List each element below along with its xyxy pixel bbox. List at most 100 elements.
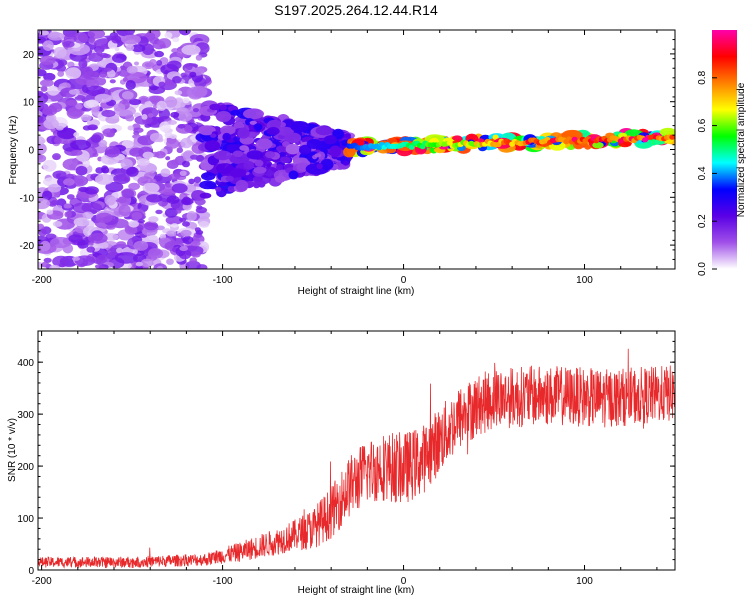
heatmap-blob — [166, 230, 177, 237]
heatmap-blob — [113, 103, 126, 112]
heatmap-blob — [47, 85, 60, 96]
heatmap-blob — [129, 98, 142, 106]
heatmap-blob — [167, 120, 177, 125]
heatmap-blob — [215, 187, 222, 192]
heatmap-blob — [182, 97, 190, 104]
heatmap-blob — [81, 202, 103, 213]
x-tick-label: -100 — [213, 275, 233, 286]
heatmap-blob — [146, 194, 163, 203]
snr-x-label: Height of straight line (km) — [298, 585, 415, 596]
heatmap-blob — [253, 123, 263, 131]
heatmap-blob — [87, 233, 108, 244]
heatmap-blob — [39, 240, 51, 252]
heatmap-blob — [592, 142, 604, 149]
heatmap-blob — [53, 46, 67, 59]
heatmap-blob — [299, 144, 312, 155]
snr-series-line — [38, 348, 675, 569]
heatmap-blob — [148, 235, 158, 241]
y-tick-label: 0 — [28, 146, 34, 157]
heatmap-blob — [49, 264, 61, 269]
heatmap-blob — [126, 65, 138, 74]
heatmap-blob — [104, 145, 121, 158]
y-tick-label: 10 — [23, 98, 35, 109]
heatmap-blob — [182, 221, 190, 227]
heatmap-blob — [279, 151, 286, 157]
colorbar-gradient-bar — [712, 30, 737, 269]
heatmap-blob — [235, 179, 249, 192]
heatmap-blob — [166, 258, 174, 265]
heatmap-band-segment — [669, 134, 675, 140]
heatmap-blob — [39, 55, 56, 65]
heatmap-blob — [166, 60, 182, 70]
heatmap-blob — [170, 111, 180, 118]
heatmap-blob — [57, 70, 65, 77]
heatmap-blob — [88, 241, 94, 246]
heatmap-blob — [86, 246, 95, 253]
y-tick-label: 400 — [17, 358, 34, 369]
heatmap-blob — [306, 139, 322, 149]
spectrogram-y-label: Frequency (Hz) — [8, 116, 19, 185]
heatmap-blob — [254, 175, 263, 183]
heatmap-blob — [209, 103, 221, 111]
heatmap-blob — [147, 248, 164, 259]
heatmap-blob — [141, 43, 155, 55]
heatmap-blob — [109, 79, 116, 84]
snr-y-ticks: 0 100 200 300 400 — [17, 330, 675, 577]
heatmap-blob — [196, 205, 203, 210]
heatmap-blob — [190, 154, 199, 160]
heatmap-blob — [219, 104, 227, 111]
x-tick-label: 100 — [576, 275, 593, 286]
heatmap-blob — [276, 164, 284, 171]
heatmap-blob — [42, 40, 54, 51]
heatmap-blob — [58, 59, 68, 66]
heatmap-blob — [157, 137, 164, 143]
heatmap-blob — [189, 71, 197, 78]
heatmap-blob — [85, 99, 99, 108]
heatmap-blob — [220, 125, 236, 135]
spectrogram-y-ticks: -20 -10 0 10 20 — [20, 29, 675, 270]
heatmap-blob — [229, 168, 247, 178]
heatmap-blob — [188, 178, 195, 185]
heatmap-blob — [265, 151, 276, 159]
heatmap-blob — [343, 146, 356, 158]
heatmap-blob — [97, 241, 109, 249]
heatmap-blob — [255, 138, 273, 150]
heatmap-blob — [87, 124, 98, 131]
heatmap-blob — [135, 261, 143, 267]
heatmap-blob — [249, 120, 257, 125]
heatmap-blob — [121, 140, 134, 149]
y-tick-label: -10 — [20, 193, 35, 204]
snr-y-label: SNR (10 * v/v) — [7, 418, 18, 482]
heatmap-blob — [179, 170, 187, 176]
heatmap-blob — [117, 196, 127, 204]
heatmap-blob — [38, 228, 47, 237]
heatmap-blob — [38, 154, 44, 160]
snr-plot-area — [38, 331, 675, 570]
heatmap-blob — [40, 261, 50, 268]
heatmap-blob — [116, 30, 135, 37]
heatmap-blob — [189, 257, 197, 264]
heatmap-blob — [125, 114, 135, 122]
spectrogram-x-ticks: -200 -100 0 100 — [32, 30, 658, 286]
heatmap-blob — [185, 260, 201, 269]
heatmap-blob — [88, 52, 104, 62]
heatmap-blob — [193, 108, 199, 113]
heatmap-blob — [158, 108, 170, 120]
heatmap-blob — [114, 47, 120, 52]
heatmap-blob — [38, 197, 44, 202]
heatmap-blob — [134, 115, 153, 125]
heatmap-blob — [134, 61, 139, 66]
heatmap-blob — [204, 140, 221, 152]
heatmap-blob — [128, 220, 139, 228]
heatmap-blob — [50, 237, 72, 248]
heatmap-blob — [198, 125, 216, 136]
y-tick-label: 20 — [23, 50, 35, 61]
heatmap-blob — [39, 79, 54, 87]
heatmap-blob — [95, 167, 104, 174]
heatmap-blob — [156, 100, 167, 111]
heatmap-blob — [118, 204, 131, 217]
heatmap-blob — [164, 96, 178, 108]
heatmap-blob — [66, 106, 83, 119]
heatmap-blob — [215, 111, 232, 123]
heatmap-blob — [172, 76, 182, 84]
